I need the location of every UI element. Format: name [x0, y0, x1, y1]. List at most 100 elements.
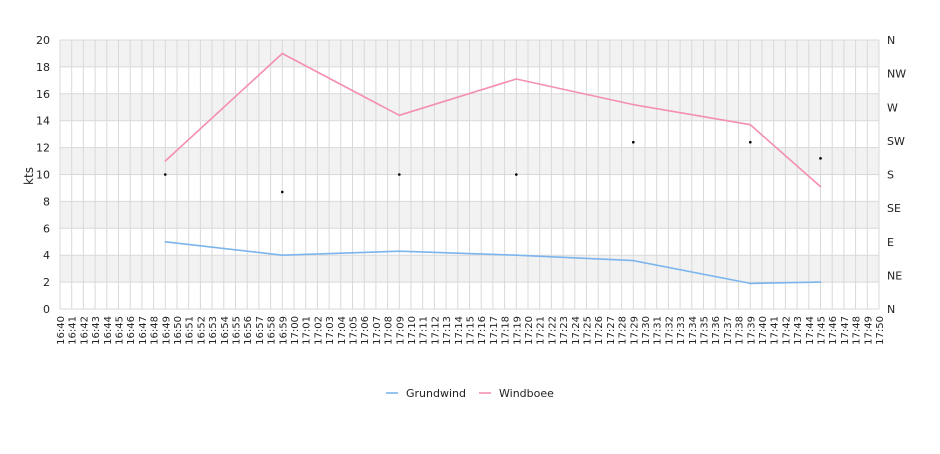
- x-tick-label: 16:54: [220, 316, 231, 345]
- x-tick-label: 16:46: [126, 316, 137, 345]
- x-tick-label: 17:45: [817, 316, 828, 345]
- x-tick-label: 17:14: [454, 316, 465, 345]
- y2-tick-label: S: [887, 169, 894, 182]
- x-tick-label: 17:11: [419, 316, 430, 345]
- x-tick-label: 17:35: [700, 316, 711, 345]
- x-tick-label: 17:08: [384, 316, 395, 345]
- series-point: [749, 282, 752, 285]
- x-tick-label: 16:48: [150, 316, 161, 345]
- y-axis-label: kts: [22, 167, 36, 185]
- x-tick-label: 17:13: [442, 316, 453, 345]
- series-point: [515, 254, 518, 256]
- x-tick-label: 16:41: [68, 316, 79, 345]
- x-tick-label: 16:55: [232, 316, 243, 345]
- x-tick-label: 17:04: [337, 316, 348, 345]
- x-tick-label: 17:01: [302, 316, 313, 345]
- x-tick-label: 17:20: [524, 316, 535, 345]
- x-tick-label: 16:47: [138, 316, 149, 345]
- x-tick-label: 17:19: [512, 316, 523, 345]
- x-tick-label: 17:24: [571, 316, 582, 345]
- x-tick-label: 17:32: [664, 316, 675, 345]
- series-lines: [164, 52, 822, 285]
- x-tick-label: 17:31: [653, 316, 664, 345]
- legend[interactable]: Grundwind Windboee: [386, 387, 554, 400]
- series-point: [398, 250, 401, 252]
- x-tick-label: 16:51: [185, 316, 196, 345]
- x-tick-label: 17:37: [723, 316, 734, 345]
- series-point: [281, 52, 284, 55]
- x-tick-label: 16:43: [91, 316, 102, 345]
- series-point: [164, 160, 167, 162]
- y-tick-label: 18: [36, 61, 50, 74]
- series-point: [632, 259, 635, 262]
- x-tick-label: 17:16: [477, 316, 488, 345]
- legend-label: Windboee: [499, 387, 554, 400]
- series-point: [281, 254, 284, 256]
- x-tick-label: 17:48: [852, 316, 863, 345]
- x-tick-label: 17:42: [781, 316, 792, 345]
- y2-tick-label: N: [887, 34, 895, 47]
- y-tick-label: 8: [43, 195, 50, 208]
- direction-marker: [281, 190, 284, 194]
- x-tick-label: 16:45: [115, 316, 126, 345]
- x-tick-label: 17:21: [536, 316, 547, 345]
- direction-marker: [819, 157, 822, 160]
- x-tick-label: 17:06: [360, 316, 371, 345]
- x-tick-label: 17:03: [325, 316, 336, 345]
- series-point: [819, 185, 822, 188]
- y-axis-tick-labels: 0 2 4 6 8 10 12 14 16 18 20: [36, 34, 50, 316]
- direction-marker: [515, 173, 518, 176]
- x-tick-label: 17:02: [313, 316, 324, 345]
- x-tick-label: 17:33: [676, 316, 687, 345]
- series-point: [164, 240, 167, 243]
- x-tick-label: 17:50: [875, 316, 886, 345]
- y-tick-label: 2: [43, 276, 50, 289]
- y2-tick-label: E: [887, 236, 894, 249]
- y2-tick-label: SE: [887, 202, 901, 215]
- x-tick-label: 17:12: [430, 316, 441, 345]
- x-tick-label: 17:39: [746, 316, 757, 345]
- x-tick-label: 17:49: [863, 316, 874, 345]
- direction-marker: [632, 140, 635, 144]
- series-point: [749, 123, 752, 126]
- x-tick-label: 17:30: [641, 316, 652, 345]
- y2-tick-label: SW: [887, 135, 905, 148]
- x-tick-label: 17:15: [466, 316, 477, 345]
- y-tick-label: 20: [36, 34, 50, 47]
- legend-item-grundwind[interactable]: Grundwind: [386, 387, 466, 400]
- x-tick-label: 17:23: [559, 316, 570, 345]
- x-tick-label: 17:07: [372, 316, 383, 345]
- x-tick-label: 16:59: [278, 316, 289, 345]
- x-tick-label: 17:05: [349, 316, 360, 345]
- x-tick-label: 16:52: [196, 316, 207, 345]
- x-axis-tick-labels: 16:40 16:41 16:42 16:43 16:44 16:45 16:46 16:47…: [56, 316, 886, 345]
- x-tick-label: 17:09: [395, 316, 406, 345]
- x-tick-label: 17:00: [290, 316, 301, 345]
- x-tick-label: 17:36: [711, 316, 722, 345]
- x-tick-label: 17:18: [501, 316, 512, 345]
- x-tick-label: 17:46: [828, 316, 839, 345]
- y-tick-label: 10: [36, 169, 50, 182]
- x-tick-label: 17:29: [629, 316, 640, 345]
- legend-item-windboee[interactable]: Windboee: [479, 387, 554, 400]
- x-tick-label: 17:47: [840, 316, 851, 345]
- x-tick-label: 16:50: [173, 316, 184, 345]
- series-point: [515, 78, 518, 80]
- x-tick-label: 16:44: [103, 316, 114, 345]
- x-tick-label: 17:25: [583, 316, 594, 345]
- x-tick-label: 16:56: [243, 316, 254, 345]
- x-tick-label: 16:53: [208, 316, 219, 345]
- x-tick-label: 16:57: [255, 316, 266, 345]
- x-tick-label: 16:40: [56, 316, 67, 345]
- y-tick-label: 6: [43, 222, 50, 235]
- x-tick-label: 17:40: [758, 316, 769, 345]
- direction-marker: [398, 173, 401, 176]
- direction-marker: [749, 140, 752, 144]
- y2-axis-tick-labels: N NE E SE S SW W NW N: [887, 34, 906, 316]
- x-tick-label: 16:49: [161, 316, 172, 345]
- x-tick-label: 17:26: [594, 316, 605, 345]
- x-tick-label: 17:17: [489, 316, 500, 345]
- x-tick-label: 16:42: [79, 316, 90, 345]
